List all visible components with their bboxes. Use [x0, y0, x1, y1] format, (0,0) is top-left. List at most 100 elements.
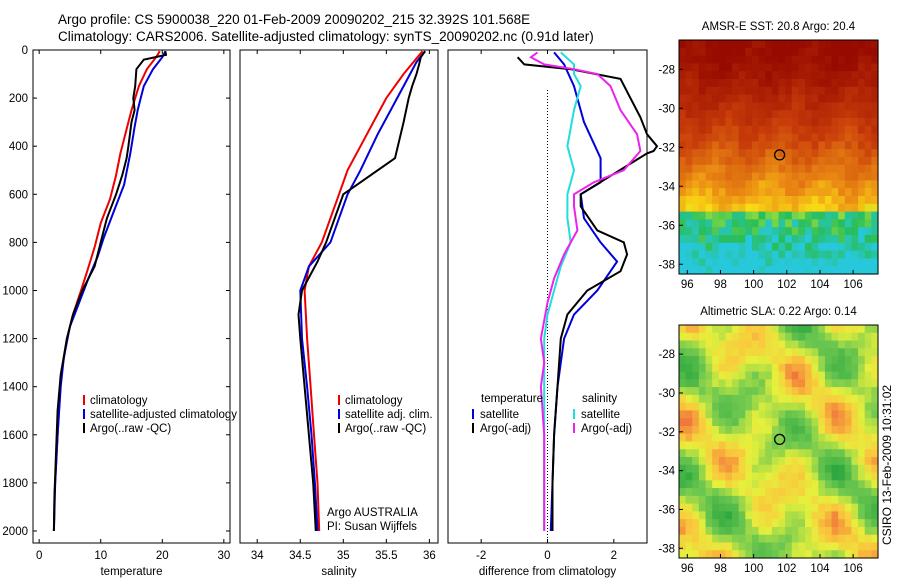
sla_map-cell [818, 480, 826, 489]
sst_map-cell [758, 133, 766, 142]
sst_map-cell [871, 40, 879, 49]
sst_map-cell [778, 47, 786, 57]
sla_map-cell [798, 542, 806, 551]
sla_map-cell [785, 550, 793, 559]
sla_map-cell [858, 472, 866, 481]
salinity-annotation-line-2: PI: Susan Wijffels [327, 521, 417, 533]
sla_map-cell [718, 340, 727, 349]
sst_map-cell [732, 227, 740, 236]
sst_map-cell [818, 227, 826, 236]
sst_map-cell [791, 55, 799, 64]
sla_map-cell [851, 371, 859, 380]
sla_map-cell [692, 550, 700, 559]
sst_map-cell [824, 40, 833, 49]
sla_map-cell [811, 394, 819, 404]
sla_map-xtick-label: 98 [714, 563, 727, 575]
sla_map-cell [805, 433, 813, 443]
sla_map-cell [712, 503, 720, 512]
sst_map-cell [778, 118, 786, 127]
sla_map-cell [831, 441, 839, 450]
sla_map-cell [818, 534, 826, 544]
sst_map-cell [745, 63, 753, 72]
sla_map-cell [679, 519, 687, 528]
sst_map-cell [685, 133, 693, 142]
sla_map-cell [805, 356, 813, 365]
sst_map-cell [705, 250, 713, 259]
sst_map-cell [725, 79, 733, 88]
temperature-ytick-label: 200 [9, 93, 28, 105]
salinity-annotation-line-1: Argo AUSTRALIA [327, 507, 418, 519]
sla_map-cell [705, 371, 713, 380]
sla_map-cell [765, 464, 773, 474]
sst_map-cell [811, 71, 819, 80]
sla_map-cell [685, 457, 693, 466]
sst_map-cell [811, 203, 819, 213]
sst_map-cell [791, 180, 799, 189]
sst_map-cell [745, 227, 753, 236]
sla_map-cell [858, 394, 866, 404]
sla_map-cell [851, 457, 859, 466]
sla_map-cell [871, 371, 879, 380]
sst_map-cell [858, 55, 866, 64]
sla_map-cell [851, 418, 859, 427]
sla_map-cell [679, 387, 687, 396]
sst_map-cell [679, 188, 687, 197]
sla_map-cell [798, 410, 806, 419]
sst_map-cell [732, 258, 740, 267]
sla_map-cell [712, 433, 720, 443]
sla_map-cell [838, 472, 846, 481]
sst_map-cell [692, 47, 700, 57]
sst_map-cell [844, 242, 853, 252]
sst_map-cell [679, 172, 687, 181]
sla_map-cell [851, 472, 859, 481]
sla_map-cell [718, 457, 727, 466]
sla_map-cell [758, 402, 766, 412]
sla_map-cell [791, 441, 799, 450]
sla_map-cell [871, 526, 879, 536]
sla_map-cell [805, 425, 813, 435]
sst_map-cell [751, 71, 760, 80]
sst_map-cell [725, 118, 733, 127]
sla_map-cell [798, 325, 806, 334]
sst_map-cell [771, 203, 780, 213]
sst_map-cell [712, 203, 720, 213]
sla_map-cell [712, 519, 720, 528]
sla_map-cell [751, 542, 760, 551]
sla_map-cell [824, 348, 833, 357]
sla_map-cell [858, 363, 866, 373]
sla_map-cell [771, 480, 780, 489]
sst_map-cell [698, 94, 707, 103]
sst_map-cell [805, 47, 813, 57]
sla_map-cell [685, 495, 693, 505]
sst_map-cell [858, 219, 866, 228]
sst_map-cell [732, 157, 740, 166]
sst_map-cell [745, 266, 753, 275]
sla_map-cell [738, 348, 746, 357]
sla_map-cell [818, 519, 826, 528]
sst_map-cell [851, 55, 859, 64]
sst_map-cell [818, 55, 826, 64]
sst_map-cell [698, 188, 707, 197]
sla_map-cell [685, 418, 693, 427]
sst_map-cell [871, 211, 879, 220]
sst_map-cell [725, 71, 733, 80]
sla_map-cell [738, 410, 746, 419]
sla_map-cell [778, 394, 786, 404]
sst_map-cell [844, 71, 853, 80]
sla_map-cell [765, 387, 773, 396]
sst_map-cell [685, 211, 693, 220]
sst_map-cell [718, 63, 727, 72]
sst_map-cell [692, 211, 700, 220]
sst_map-cell [712, 266, 720, 275]
sla_map-cell [785, 542, 793, 551]
sla_map-cell [824, 363, 833, 373]
sla_map-cell [798, 418, 806, 427]
sla_map-cell [805, 519, 813, 528]
sst_map-cell [698, 63, 707, 72]
sst_map-cell [838, 211, 846, 220]
sst_map-cell [745, 110, 753, 119]
sla_map-cell [685, 519, 693, 528]
difference-legend-label: Argo(-adj) [581, 423, 632, 435]
sst_map-cell [732, 250, 740, 259]
sla_map-cell [858, 480, 866, 489]
